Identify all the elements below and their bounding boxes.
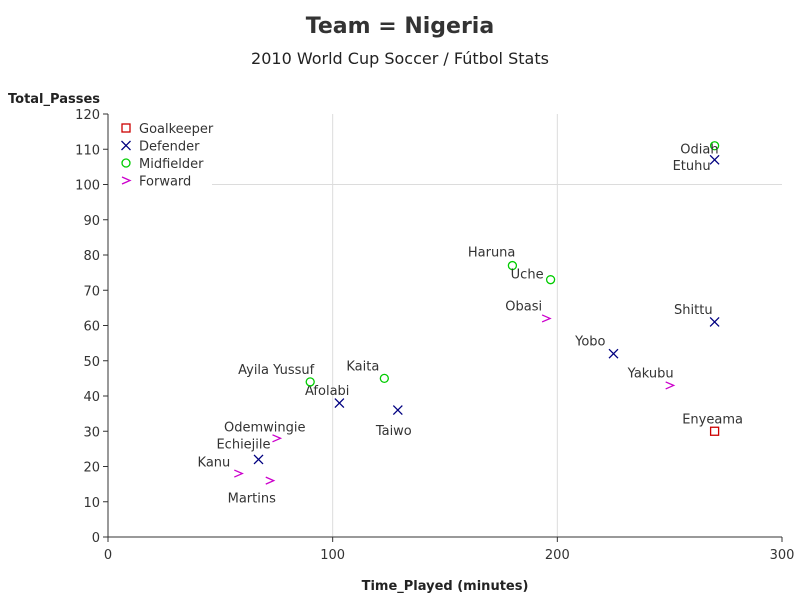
x-axis-label: Time_Played (minutes) — [362, 579, 529, 594]
data-point — [305, 377, 315, 387]
y-axis-label: Total_Passes — [8, 92, 100, 107]
legend-label: Defender — [139, 140, 200, 155]
point-label: Odiah — [680, 143, 718, 158]
legend-box — [112, 117, 212, 189]
point-label: Kanu — [198, 456, 231, 471]
y-tick-label: 100 — [75, 179, 100, 194]
point-label: Uche — [511, 268, 544, 283]
chart-subtitle: 2010 World Cup Soccer / Fútbol Stats — [251, 49, 549, 68]
y-tick-label: 90 — [83, 214, 100, 229]
y-tick-label: 20 — [83, 461, 100, 476]
point-label: Kaita — [346, 359, 379, 374]
data-point — [608, 348, 619, 359]
data-point — [541, 314, 552, 323]
point-label: Ayila Yussuf — [238, 363, 315, 378]
legend-label: Goalkeeper — [139, 122, 214, 137]
y-tick-label: 10 — [83, 496, 100, 511]
y-tick-label: 30 — [83, 425, 100, 440]
legend-marker — [121, 140, 131, 151]
legend-marker — [121, 158, 131, 168]
point-label: Yobo — [574, 335, 605, 350]
legend-label: Midfielder — [139, 157, 204, 172]
y-tick-label: 0 — [92, 531, 100, 546]
data-point — [272, 434, 283, 443]
point-label: Obasi — [505, 299, 542, 314]
point-label: Taiwo — [375, 424, 412, 439]
plot-area: 0 10 20 30 40 50 60 70 80 90 100 110 120 0 100 200 300 En… — [75, 108, 794, 563]
y-tick-label: 120 — [75, 108, 100, 123]
data-point — [709, 426, 720, 436]
point-label: Afolabi — [305, 384, 349, 399]
data-point — [709, 141, 720, 151]
data-point — [665, 381, 676, 390]
point-label: Echiejile — [216, 437, 270, 452]
point-label: Haruna — [468, 246, 516, 261]
y-tick-label: 110 — [75, 143, 100, 158]
data-point — [334, 398, 345, 409]
point-label: Martins — [228, 492, 276, 507]
point-label: Shittu — [674, 303, 713, 318]
point-label: Odemwingie — [224, 420, 306, 435]
data-point — [379, 373, 389, 384]
data-point — [253, 454, 264, 465]
chart-title: Team = Nigeria — [306, 14, 494, 39]
point-label: Enyeama — [682, 412, 743, 427]
data-point — [709, 154, 720, 165]
x-tick-label: 200 — [545, 548, 570, 563]
legend-marker — [121, 123, 131, 133]
x-tick-label: 100 — [320, 548, 345, 563]
data-point — [545, 275, 556, 285]
y-tick-label: 70 — [83, 284, 100, 299]
legend-label: Forward — [139, 175, 191, 190]
legend-marker — [121, 176, 132, 185]
data-point — [709, 317, 720, 327]
point-label: Etuhu — [673, 159, 711, 174]
data-point — [392, 405, 403, 416]
y-tick-label: 60 — [83, 320, 100, 335]
data-point — [234, 469, 244, 478]
y-tick-label: 80 — [83, 249, 100, 264]
x-tick-label: 300 — [770, 548, 795, 563]
data-point — [265, 476, 276, 485]
y-tick-label: 50 — [83, 355, 100, 370]
data-point — [507, 260, 518, 271]
x-tick-label: 0 — [104, 548, 112, 563]
point-label: Yakubu — [627, 366, 674, 381]
y-tick-label: 40 — [83, 390, 100, 405]
